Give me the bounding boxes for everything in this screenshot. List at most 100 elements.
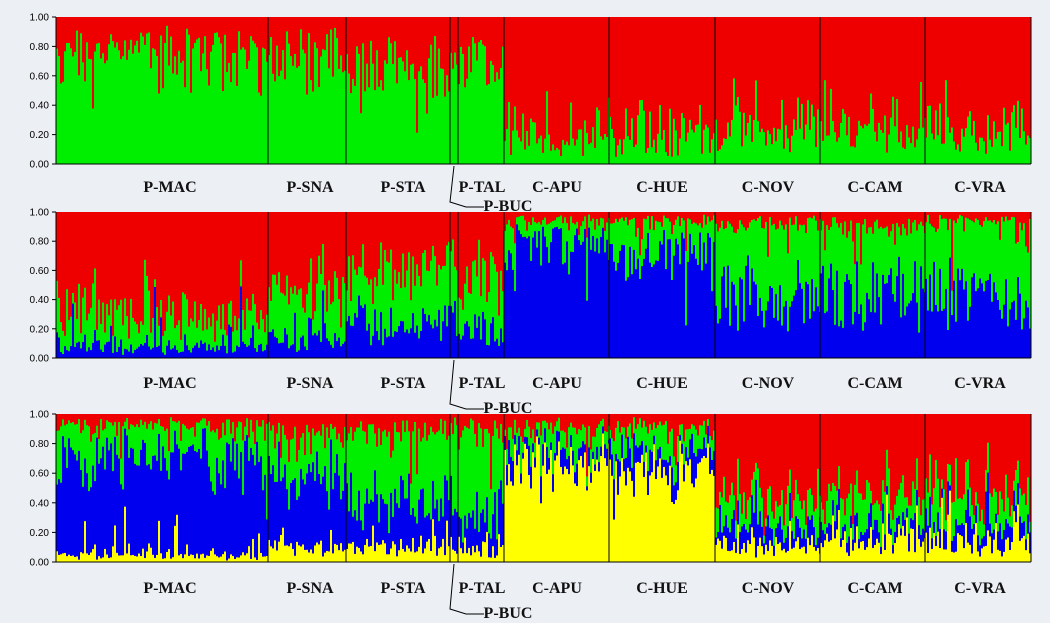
bar-segment: [262, 556, 264, 562]
bar-segment: [542, 152, 544, 164]
bar-segment: [504, 449, 506, 562]
bar-segment: [390, 43, 392, 164]
bar-segment: [56, 48, 58, 164]
bar-segment: [637, 115, 639, 164]
bar-segment: [172, 452, 174, 558]
bar-segment: [830, 524, 832, 541]
bar-segment: [824, 80, 826, 164]
bar-segment: [1013, 105, 1015, 164]
bar-segment: [598, 110, 600, 164]
bar-segment: [284, 464, 286, 546]
bar-segment: [576, 486, 578, 562]
bar-segment: [705, 434, 707, 448]
bar-segment: [474, 43, 476, 164]
bar-segment: [500, 270, 502, 329]
bar-segment: [162, 88, 164, 164]
bar-segment: [995, 492, 997, 514]
bar-segment: [916, 458, 918, 490]
bar-segment: [146, 33, 148, 164]
bar-segment: [886, 283, 888, 358]
bar-segment: [781, 99, 783, 164]
bar-segment: [727, 527, 729, 551]
bar-segment: [208, 344, 210, 358]
bar-segment: [266, 314, 268, 345]
bar-segment: [372, 525, 374, 562]
bar-segment: [801, 288, 803, 358]
bar-segment: [739, 494, 741, 533]
bar-segment: [422, 488, 424, 554]
bar-segment: [404, 551, 406, 562]
bar-segment: [604, 444, 606, 459]
bar-segment: [959, 215, 961, 281]
bar-segment: [210, 326, 212, 350]
bar-segment: [136, 556, 138, 562]
bar-segment: [989, 523, 991, 537]
bar-segment: [803, 224, 805, 324]
population-label: P-MAC: [143, 179, 196, 196]
bar-segment: [534, 467, 536, 562]
bar-segment: [150, 469, 152, 548]
bar-segment: [920, 515, 922, 535]
bar-segment: [338, 299, 340, 338]
bar-segment: [158, 433, 160, 521]
bar-segment: [807, 516, 809, 538]
bar-segment: [318, 87, 320, 164]
bar-segment: [769, 486, 771, 528]
bar-segment: [615, 270, 617, 358]
bar-segment: [693, 425, 695, 453]
y-tick-label: 0.80: [30, 42, 50, 53]
bar-segment: [797, 537, 799, 562]
bar-segment: [94, 330, 96, 358]
bar-segment: [629, 219, 631, 247]
bar-segment: [856, 261, 858, 358]
bar-segment: [745, 135, 747, 164]
bar-segment: [979, 278, 981, 358]
bar-segment: [460, 339, 462, 358]
bar-segment: [398, 550, 400, 562]
bar-segment: [894, 543, 896, 562]
bar-segment: [920, 534, 922, 547]
bar-segment: [290, 287, 292, 346]
bar-segment: [735, 305, 737, 358]
bar-segment: [352, 440, 354, 517]
bar-segment: [558, 441, 560, 562]
bar-segment: [860, 541, 862, 562]
bar-segment: [518, 230, 520, 358]
bar-segment: [472, 37, 474, 164]
bar-segment: [703, 420, 705, 438]
bar-segment: [116, 454, 118, 553]
bar-segment: [898, 142, 900, 164]
bar-segment: [306, 294, 308, 350]
bar-segment: [130, 424, 132, 448]
bar-segment: [719, 491, 721, 505]
bar-segment: [392, 64, 394, 164]
bar-segment: [420, 489, 422, 536]
bar-segment: [846, 542, 848, 553]
bar-segment: [1013, 511, 1015, 562]
bar-segment: [156, 347, 158, 358]
bar-segment: [691, 424, 693, 434]
bar-segment: [868, 513, 870, 539]
bar-segment: [1011, 527, 1013, 542]
bar-segment: [556, 421, 558, 431]
bar-segment: [364, 503, 366, 545]
bar-segment: [699, 462, 701, 562]
bar-segment: [615, 461, 617, 562]
bar-segment: [376, 331, 378, 358]
bar-segment: [735, 520, 737, 539]
bar-segment: [396, 556, 398, 562]
bar-segment: [478, 532, 480, 552]
bar-segment: [775, 294, 777, 358]
bar-segment: [606, 137, 608, 164]
bar-segment: [138, 346, 140, 358]
bar-segment: [685, 447, 687, 462]
bar-segment: [809, 519, 811, 546]
bar-segment: [462, 309, 464, 336]
bar-segment: [400, 57, 402, 165]
bar-segment: [876, 500, 878, 520]
bar-segment: [406, 498, 408, 546]
bar-segment: [904, 228, 906, 316]
bar-segment: [741, 146, 743, 164]
bar-segment: [142, 345, 144, 358]
bar-segment: [997, 221, 999, 300]
